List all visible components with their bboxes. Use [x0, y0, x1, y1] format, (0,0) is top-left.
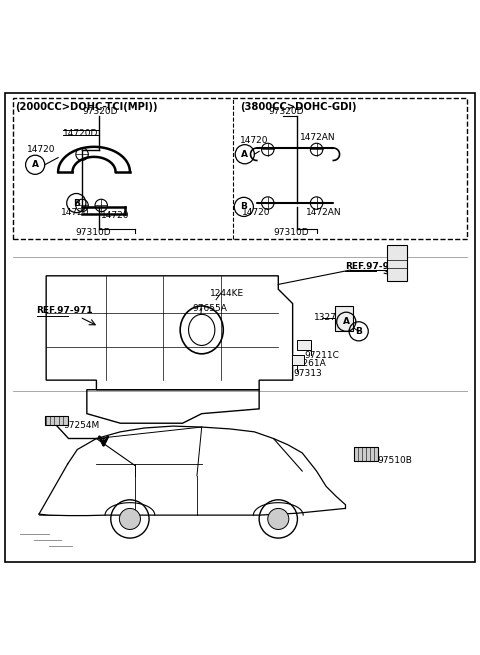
Text: 1327AE: 1327AE [314, 314, 349, 322]
Text: 97320D: 97320D [269, 107, 304, 116]
Bar [335, 307, 353, 331]
Bar [12, 98, 468, 239]
Text: 14720: 14720 [27, 145, 56, 154]
Text: 97313: 97313 [294, 369, 323, 379]
Text: (2000CC>DOHC-TCI(MPI)): (2000CC>DOHC-TCI(MPI)) [15, 102, 157, 111]
Circle shape [268, 508, 289, 529]
Text: 1472AN: 1472AN [306, 208, 342, 217]
Text: 97254M: 97254M [63, 421, 99, 430]
Text: 97261A: 97261A [292, 360, 326, 368]
Text: 97310D: 97310D [75, 228, 110, 237]
Text: 14720: 14720 [240, 136, 268, 145]
Text: 97655A: 97655A [192, 304, 227, 313]
Text: 97310D: 97310D [274, 228, 309, 237]
Text: 97211C: 97211C [305, 351, 339, 360]
Text: 14720: 14720 [60, 208, 89, 217]
Text: 14720D: 14720D [63, 129, 98, 138]
Text: A: A [32, 160, 39, 169]
Bar [387, 245, 407, 280]
Text: A: A [241, 150, 248, 159]
Text: B: B [240, 202, 247, 212]
Text: A: A [343, 317, 350, 326]
Bar [292, 355, 304, 365]
Text: B: B [355, 327, 362, 336]
Text: 1244KE: 1244KE [210, 289, 244, 297]
Text: (3800CC>DOHC-GDI): (3800CC>DOHC-GDI) [240, 102, 357, 111]
Text: 14720: 14720 [101, 212, 130, 221]
Text: 1472AN: 1472AN [300, 132, 336, 141]
Text: 97320D: 97320D [82, 107, 118, 116]
Text: 14720: 14720 [242, 208, 271, 217]
Text: 97510B: 97510B [378, 456, 413, 465]
Circle shape [120, 508, 141, 529]
Text: B: B [73, 198, 80, 208]
Bar [354, 447, 378, 460]
Bar [45, 416, 68, 424]
Text: REF.97-976: REF.97-976 [345, 262, 402, 271]
Bar [298, 340, 311, 350]
Text: REF.97-971: REF.97-971 [36, 307, 93, 315]
